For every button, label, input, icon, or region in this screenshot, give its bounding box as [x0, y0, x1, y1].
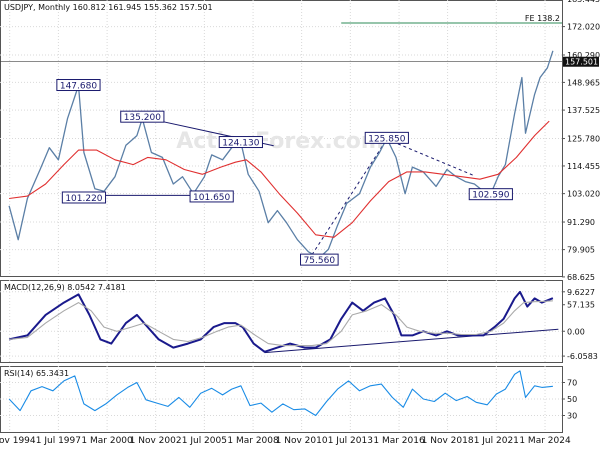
series-moving-average [9, 120, 550, 238]
x-tick-label: 1 Mar 2000 [81, 436, 133, 446]
annotation-box [120, 110, 165, 123]
y-tick-label: 172.020 [567, 23, 600, 32]
x-tick-label: 1 Jul 2005 [182, 436, 227, 446]
y-tick-label: 50 [567, 395, 577, 404]
x-tick-label: 1 Nov 2018 [422, 436, 474, 446]
annotation-box [300, 253, 339, 266]
watermark: ActionForex.com [176, 129, 384, 154]
x-tick-label: 1 Jul 1997 [36, 436, 81, 446]
annotation-label: 101.650 [193, 193, 230, 203]
annotation-label: 101.220 [65, 194, 102, 204]
series-rsi [8, 370, 553, 417]
y-tick-label: -6.0583 [567, 352, 598, 361]
panel-frame [0, 280, 563, 363]
y-tick-label: 0.00 [567, 327, 585, 336]
y-tick-label: 183.445 [567, 0, 600, 4]
y-tick-label: 137.525 [567, 106, 600, 115]
annotation-label: 135.200 [124, 113, 161, 123]
trendline [386, 138, 475, 177]
annotation-label: 75.560 [304, 256, 336, 266]
y-tick-label: 57.135 [567, 301, 595, 310]
x-tick-label: 1 Mar 2024 [519, 436, 571, 446]
y-tick-label: 91.290 [567, 218, 595, 227]
last-price-label: 157.501 [565, 58, 598, 67]
y-tick-label: 30 [567, 412, 577, 421]
panel-title: USDJPY, Monthly 160.812 161.945 155.362 … [4, 3, 213, 12]
x-tick-label: 1 Nov 1994 [0, 436, 36, 446]
series-signal [9, 300, 553, 347]
y-tick-label: 79.905 [567, 246, 595, 255]
x-tick-label: 1 Mar 2008 [227, 436, 279, 446]
annotation-box [56, 79, 101, 92]
x-tick-label: 1 Jul 2013 [328, 436, 373, 446]
y-tick-label: 9.6227 [567, 288, 595, 297]
y-tick-label: 114.455 [567, 162, 600, 171]
x-tick-label: 1 Nov 2002 [130, 436, 182, 446]
x-tick-label: 1 Jul 2021 [474, 436, 519, 446]
panel-title: RSI(14) 65.3431 [4, 369, 69, 378]
series-macd [8, 290, 554, 353]
annotation-box [61, 191, 107, 204]
panel-title: MACD(12,26,9) 8.0542 7.4181 [4, 283, 126, 292]
y-tick-label: 70 [567, 379, 577, 388]
y-tick-label: 125.780 [567, 135, 600, 144]
y-tick-label: 68.625 [567, 273, 595, 282]
y-tick-label: 148.965 [567, 78, 600, 87]
annotation-box [189, 190, 234, 203]
x-tick-label: 1 Nov 2010 [276, 436, 328, 446]
x-tick-label: 1 Mar 2016 [373, 436, 425, 446]
annotation-label: 124.130 [222, 139, 259, 149]
annotation-box [468, 188, 513, 201]
trendline [311, 138, 388, 255]
trendline [264, 328, 559, 354]
annotation-label: 102.590 [472, 191, 509, 201]
annotation-label: 125.850 [368, 134, 405, 144]
last-price-tag [563, 56, 599, 67]
annotation-box [218, 136, 263, 149]
annotation-label: 147.680 [60, 82, 97, 92]
y-tick-label: 103.020 [567, 190, 600, 199]
y-tick-label: 160.290 [567, 51, 600, 60]
fe-level-label: FE 138.2 [525, 14, 560, 23]
annotation-box [364, 131, 409, 144]
